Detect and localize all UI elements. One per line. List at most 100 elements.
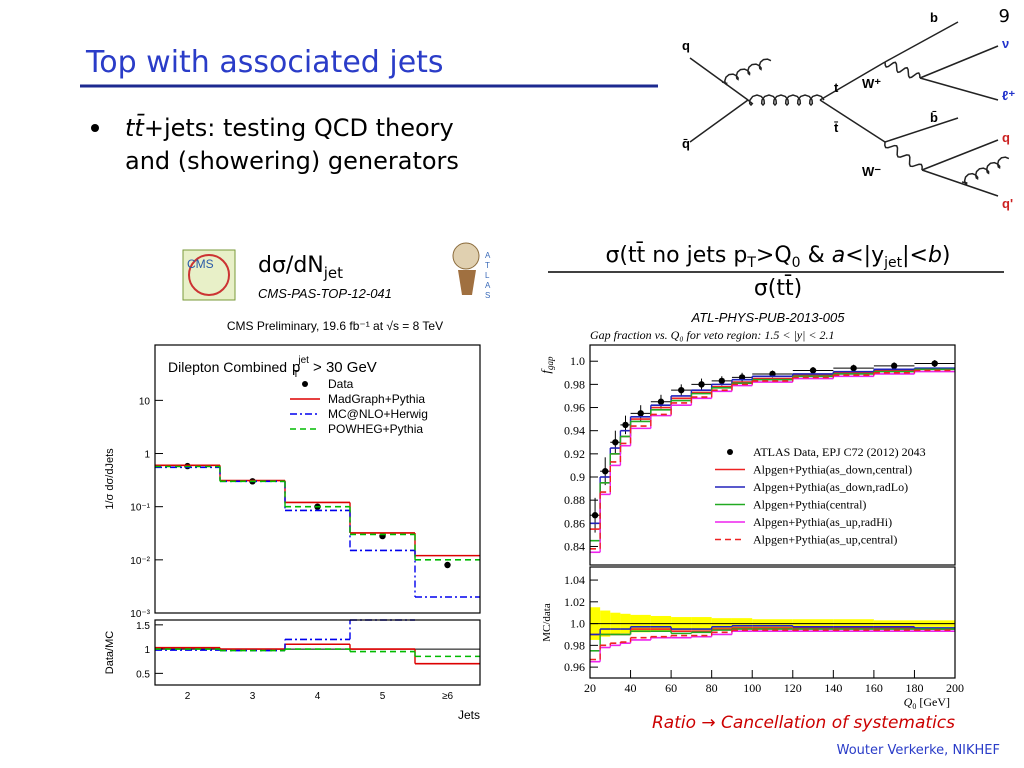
feynman-diagram xyxy=(689,21,1010,197)
svg-text:L: L xyxy=(485,271,490,280)
x-tick-label: 200 xyxy=(946,681,964,695)
label-part: 0 xyxy=(912,702,916,711)
num-part: jet xyxy=(883,255,903,271)
num-part: σ(tt̄ no jets p xyxy=(605,242,747,268)
y-axis-label: fgap xyxy=(538,356,555,374)
num-part: b xyxy=(928,243,942,268)
cms-chart: Dilepton Combined pjet T > 30 GeV 10⁻³ 10⁻²… xyxy=(70,310,495,722)
data-point xyxy=(612,439,619,446)
x-tick-label: ≥6 xyxy=(442,691,453,702)
cut-sub: T xyxy=(293,369,299,380)
legend-label: ATLAS Data, EPJ C72 (2012) 2043 xyxy=(753,445,926,459)
num-part: |< xyxy=(902,243,928,268)
x-tick-label: 4 xyxy=(315,691,321,702)
data-point xyxy=(637,410,644,417)
x-tick-label: 40 xyxy=(625,681,637,695)
x-tick-label: 120 xyxy=(784,681,802,695)
x-tick-label: 5 xyxy=(380,691,386,702)
diagram-label: b̄ xyxy=(930,110,938,125)
data-point xyxy=(890,362,898,370)
bullet-lead: tt̄ xyxy=(125,113,145,142)
annotation: Dilepton Combined xyxy=(168,359,287,375)
legend-label: Alpgen+Pythia(as_down,central) xyxy=(753,463,912,477)
chart-title: CMS Preliminary, 19.6 fb⁻¹ at √s = 8 TeV xyxy=(227,319,443,333)
propagator xyxy=(921,139,999,171)
y-axis-label: 1/σ dσ/dJets xyxy=(104,448,116,510)
y-tick-label: 0.86 xyxy=(564,516,585,530)
atlas-logo: A T L A S xyxy=(452,242,491,300)
diagram-label: W⁺ xyxy=(862,76,881,91)
x-tick-label: 100 xyxy=(743,681,761,695)
legend-label: Alpgen+Pythia(as_down,radLo) xyxy=(753,480,908,494)
bullet-rest: +jets: testing QCD theory xyxy=(144,114,454,142)
svg-text:A: A xyxy=(485,251,491,260)
reference: ATL-PHYS-PUB-2013-005 xyxy=(691,310,846,325)
data-point xyxy=(657,398,665,405)
cut-base: p xyxy=(292,359,300,376)
plot-frame xyxy=(154,344,481,614)
num-part: a xyxy=(832,243,845,268)
plot-frame xyxy=(589,566,956,679)
y-tick-label: 0.88 xyxy=(564,493,585,507)
diagram-label: q xyxy=(682,38,690,53)
label-part: [GeV] xyxy=(916,695,950,709)
page-number: 9 xyxy=(999,6,1010,27)
num-part: 0 xyxy=(792,255,801,271)
left-heading: dσ/dNjet xyxy=(258,253,343,282)
y-tick-label: 10⁻³ xyxy=(130,609,150,620)
x-tick-label: 60 xyxy=(665,681,677,695)
diagram-label: ν xyxy=(1002,36,1009,51)
x-axis-label: Jets xyxy=(458,708,480,722)
legend-marker xyxy=(302,381,308,387)
y-tick-label: 0.92 xyxy=(564,447,585,461)
legend-label: Alpgen+Pythia(as_up,radHi) xyxy=(753,515,892,529)
propagator xyxy=(819,61,886,101)
gluon xyxy=(747,94,825,107)
y-tick-label: 0.98 xyxy=(564,377,585,391)
data-point xyxy=(678,386,685,394)
legend-label: Data xyxy=(328,377,354,391)
y-tick-label: 0.94 xyxy=(564,424,585,438)
cms-logo: CMS xyxy=(182,249,236,301)
cut-sup: jet xyxy=(297,355,309,366)
gluon xyxy=(721,58,772,86)
diagram-label: ℓ⁺ xyxy=(1002,88,1015,103)
data-point xyxy=(850,364,857,372)
footnote: Ratio → Cancellation of systematics xyxy=(652,713,955,733)
propagator xyxy=(884,21,959,63)
x-tick-label: 20 xyxy=(584,681,596,695)
x-tick-label: 2 xyxy=(185,691,191,702)
propagator xyxy=(921,169,999,197)
y-tick-label: 1 xyxy=(144,645,150,656)
data-point xyxy=(444,561,451,569)
data-point xyxy=(602,468,609,475)
diagram-label: q̄ xyxy=(682,136,690,151)
num-part: ) xyxy=(942,243,951,268)
legend-label: Alpgen+Pythia(central) xyxy=(753,498,866,512)
w-boson xyxy=(884,61,921,79)
propagator xyxy=(689,57,749,101)
x-tick-label: 3 xyxy=(250,691,256,702)
diagram-label: t̄ xyxy=(834,120,839,135)
ratio-numerator: σ(tt̄ no jets pT>Q0 & a<|yjet|<b) xyxy=(605,242,950,271)
svg-text:A: A xyxy=(485,281,491,290)
slide-title: Top with associated jets xyxy=(85,45,444,80)
diagram-label: q' xyxy=(1002,196,1013,211)
chart-background xyxy=(70,310,495,720)
y-tick-label: 10⁻¹ xyxy=(130,503,150,514)
cut-annotation: pjet T > 30 GeV xyxy=(292,355,377,380)
propagator xyxy=(884,117,959,143)
label-part: Q xyxy=(904,695,913,709)
propagator xyxy=(919,77,999,101)
chart-background xyxy=(535,325,970,708)
y-tick-label: 1.5 xyxy=(136,621,150,632)
y-tick-label: 1.0 xyxy=(570,354,585,368)
x-tick-label: 160 xyxy=(865,681,883,695)
x-tick-label: 80 xyxy=(706,681,718,695)
data-point xyxy=(718,377,726,385)
legend-label: MC@NLO+Herwig xyxy=(328,407,428,421)
data-point xyxy=(622,421,629,429)
y-tick-label: 1.0 xyxy=(570,617,585,631)
data-point xyxy=(931,360,938,367)
diagram-label: b xyxy=(930,10,938,25)
